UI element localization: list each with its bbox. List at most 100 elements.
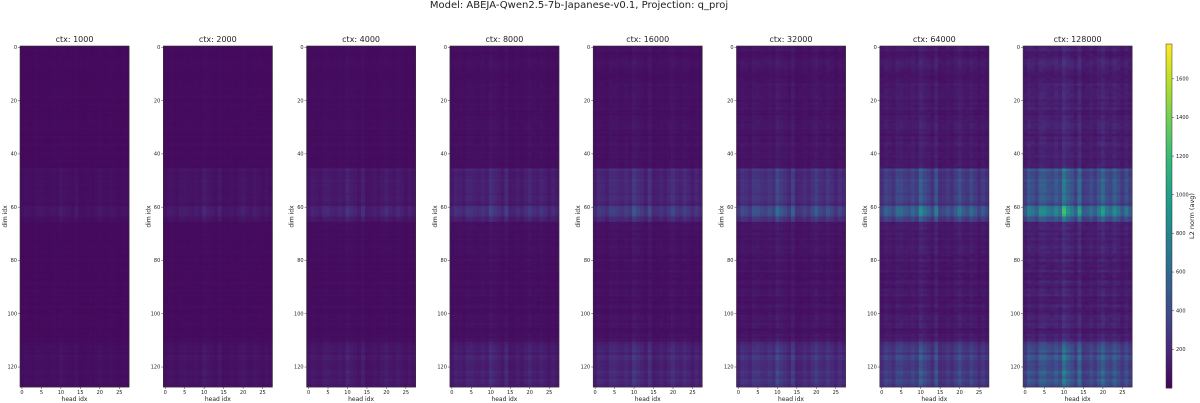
heatmap-cell [71, 75, 75, 78]
heatmap-cell [94, 142, 98, 145]
heatmap-cell [121, 86, 125, 89]
heatmap-cell [117, 163, 121, 166]
heatmap-cell [210, 94, 214, 97]
heatmap-cell [67, 246, 71, 249]
heatmap-cell [194, 51, 198, 54]
heatmap-cell [78, 379, 82, 382]
heatmap-cell [47, 251, 51, 254]
heatmap-cell [71, 299, 75, 302]
heatmap-cell [36, 230, 40, 233]
heatmap-cell [75, 110, 79, 113]
heatmap-cell [179, 46, 183, 49]
heatmap-cell [113, 278, 117, 281]
heatmap-cell [117, 246, 121, 249]
heatmap-cell [55, 97, 59, 100]
heatmap-cell [94, 155, 98, 158]
heatmap-cell [183, 107, 187, 110]
heatmap-cell [94, 331, 98, 334]
heatmap-cell [183, 65, 187, 68]
heatmap-cell [36, 235, 40, 238]
heatmap-cell [202, 150, 206, 153]
heatmap-cell [102, 94, 106, 97]
heatmap-cell [55, 299, 59, 302]
heatmap-cell [86, 360, 90, 363]
heatmap-cell [47, 105, 51, 108]
heatmap-cell [241, 97, 245, 100]
heatmap-cell [82, 46, 86, 49]
heatmap-cell [86, 209, 90, 212]
heatmap-cell [121, 57, 125, 60]
heatmap-cell [43, 283, 47, 286]
heatmap-cell [47, 182, 51, 185]
heatmap-cell [226, 123, 230, 126]
heatmap-cell [183, 102, 187, 105]
heatmap-cell [261, 105, 265, 108]
heatmap-cell [226, 113, 230, 116]
heatmap-cell [78, 224, 82, 227]
heatmap-cell [175, 102, 179, 105]
heatmap-cell [63, 312, 67, 315]
heatmap-cell [24, 59, 28, 62]
heatmap-cell [110, 371, 114, 374]
heatmap-cell [113, 251, 117, 254]
heatmap-cell [106, 302, 110, 305]
heatmap-cell [121, 174, 125, 177]
heatmap-cell [24, 272, 28, 275]
heatmap-cell [51, 139, 55, 142]
heatmap-cell [59, 134, 63, 137]
heatmap-cell [32, 246, 36, 249]
heatmap-cell [167, 83, 171, 86]
heatmap-cell [110, 99, 114, 102]
heatmap-cell [36, 145, 40, 148]
heatmap-cell [20, 126, 24, 129]
heatmap-cell [43, 302, 47, 305]
heatmap-cell [110, 283, 114, 286]
heatmap-cell [257, 171, 261, 174]
heatmap-cell [117, 328, 121, 331]
heatmap-cell [39, 310, 43, 313]
heatmap-cell [98, 315, 102, 318]
heatmap-cell [90, 49, 94, 52]
heatmap-cell [71, 102, 75, 105]
heatmap-cell [261, 123, 265, 126]
heatmap-cell [47, 376, 51, 379]
heatmap-cell [98, 326, 102, 329]
heatmap-cell [55, 360, 59, 363]
heatmap-cell [117, 342, 121, 345]
heatmap-cell [67, 49, 71, 52]
heatmap-cell [28, 169, 32, 172]
heatmap-cell [36, 339, 40, 342]
heatmap-cell [86, 336, 90, 339]
heatmap-cell [171, 105, 175, 108]
heatmap-cell [253, 137, 257, 140]
heatmap-cell [110, 248, 114, 251]
heatmap-cell [117, 97, 121, 100]
heatmap-cell [94, 193, 98, 196]
heatmap-cell [102, 97, 106, 100]
heatmap-cell [47, 256, 51, 259]
heatmap-cell [86, 139, 90, 142]
heatmap-cell [110, 113, 114, 116]
heatmap-cell [121, 185, 125, 188]
heatmap-cell [253, 139, 257, 142]
heatmap-cell [121, 70, 125, 73]
heatmap-cell [71, 169, 75, 172]
heatmap-cell [63, 339, 67, 342]
heatmap-cell [117, 123, 121, 126]
heatmap-cell [198, 123, 202, 126]
heatmap-cell [32, 73, 36, 76]
heatmap-cell [32, 177, 36, 180]
heatmap-cell [98, 129, 102, 132]
heatmap-cell [43, 326, 47, 329]
heatmap-cell [187, 145, 191, 148]
heatmap-cell [241, 62, 245, 65]
heatmap-cell [55, 65, 59, 68]
heatmap-cell [226, 89, 230, 92]
heatmap-cell [51, 288, 55, 291]
heatmap-cell [67, 131, 71, 134]
heatmap-cell [229, 59, 233, 62]
heatmap-cell [28, 145, 32, 148]
heatmap-cell [86, 134, 90, 137]
heatmap-cell [90, 304, 94, 307]
heatmap-cell [82, 286, 86, 289]
